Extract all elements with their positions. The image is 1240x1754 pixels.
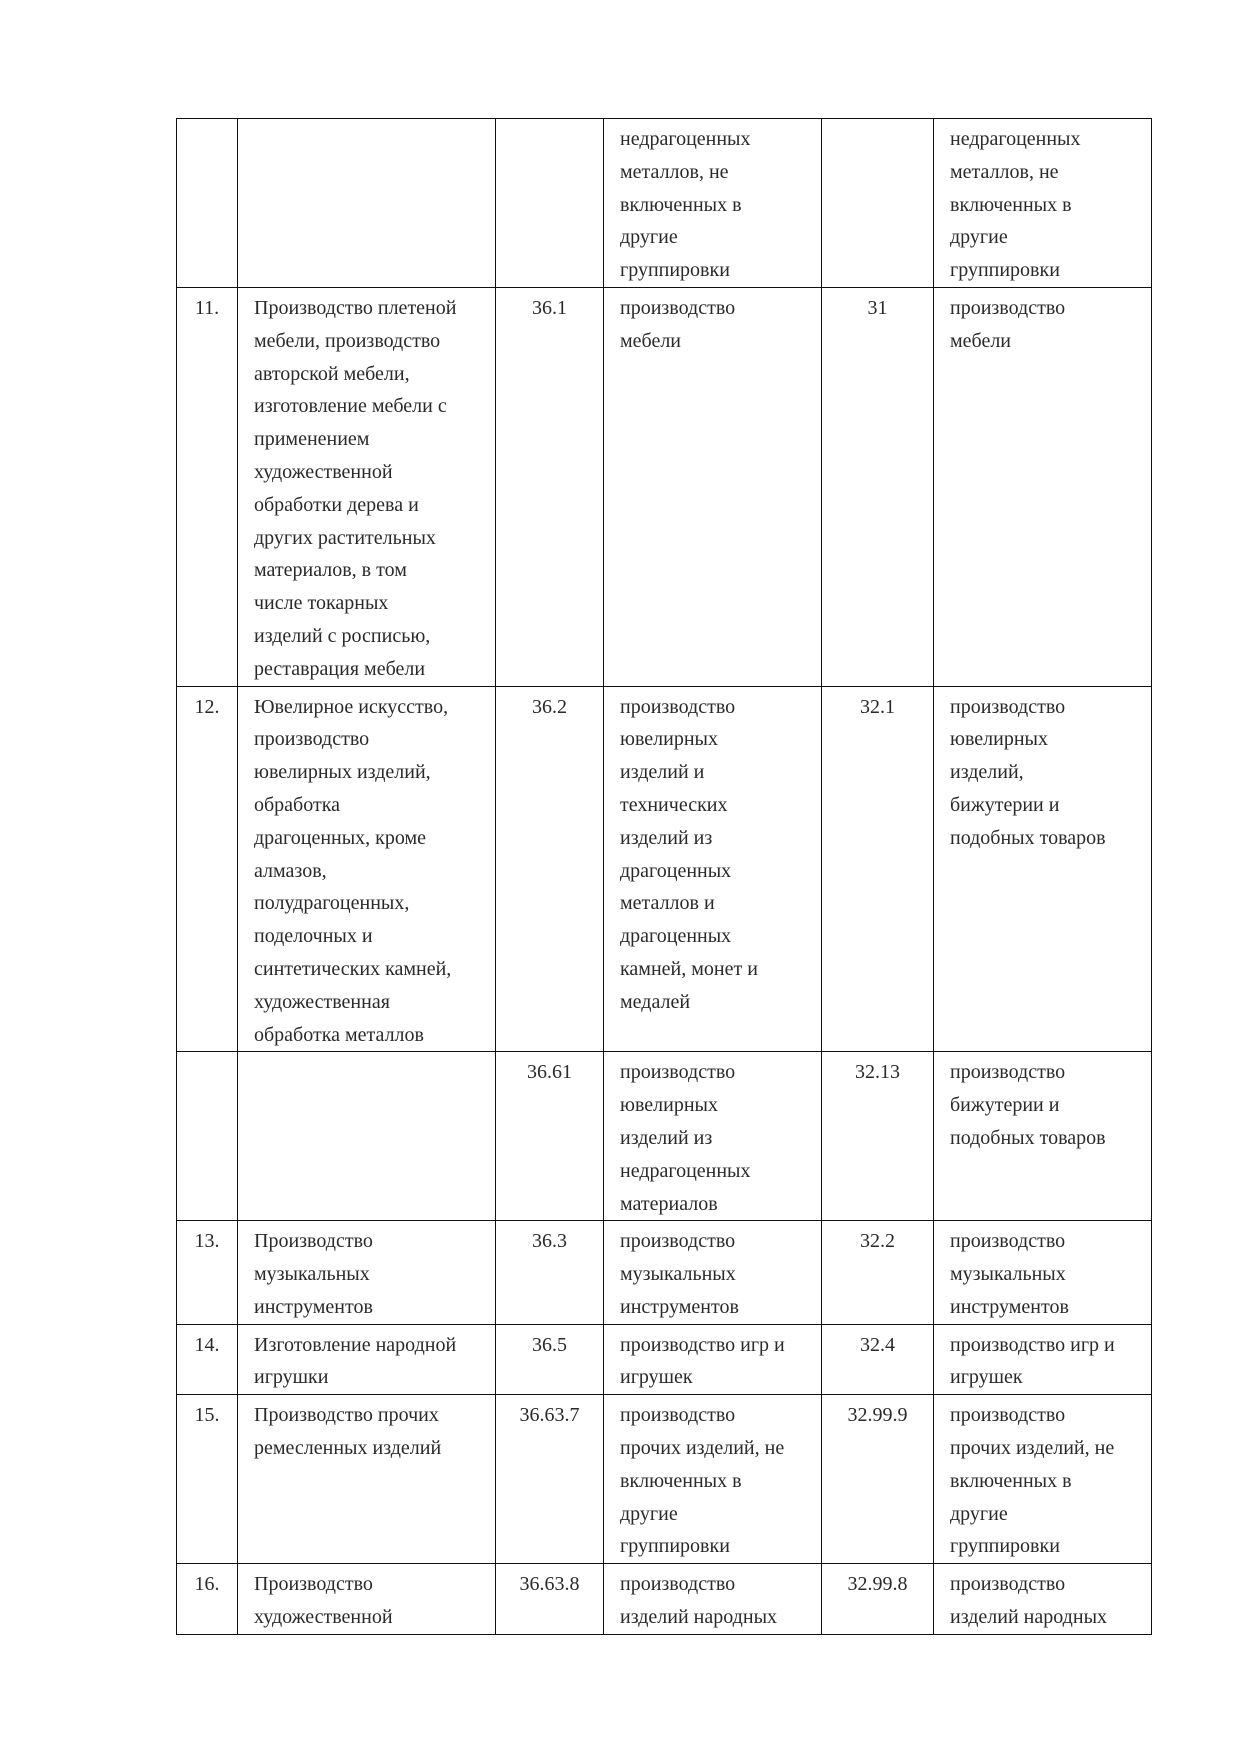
okved-old-description: производство музыкальных инструментов bbox=[603, 1220, 822, 1325]
okved-old-description: производство изделий народных bbox=[603, 1563, 822, 1635]
table-row: недрагоценных металлов, не включенных в … bbox=[176, 118, 1152, 288]
okved-new-description: производство изделий народных bbox=[933, 1563, 1152, 1635]
okved-old-code: 36.3 bbox=[495, 1220, 604, 1325]
okved-old-code: 36.1 bbox=[495, 286, 604, 687]
row-number: 13. bbox=[176, 1220, 238, 1325]
okved-old-description: производство мебели bbox=[603, 286, 822, 687]
okved-old-description: недрагоценных металлов, не включенных в … bbox=[603, 118, 822, 288]
okved-old-code bbox=[495, 118, 604, 288]
okved-old-code: 36.61 bbox=[495, 1051, 604, 1222]
okved-new-code bbox=[821, 118, 934, 288]
okved-new-description: производство прочих изделий, не включенн… bbox=[933, 1394, 1152, 1565]
activity-name: Производство музыкальных инструментов bbox=[237, 1220, 496, 1325]
okved-new-code: 32.2 bbox=[821, 1220, 934, 1325]
okved-old-code: 36.2 bbox=[495, 685, 604, 1053]
row-number: 14. bbox=[176, 1323, 238, 1396]
activity-name bbox=[237, 1051, 496, 1222]
row-number: 16. bbox=[176, 1563, 238, 1635]
table-row: 13. Производство музыкальных инструменто… bbox=[176, 1220, 1152, 1325]
row-number bbox=[176, 118, 238, 288]
okved-old-description: производство ювелирных изделий из недраг… bbox=[603, 1051, 822, 1222]
table-row: 15. Производство прочих ремесленных изде… bbox=[176, 1394, 1152, 1565]
activity-name: Изготовление народной игрушки bbox=[237, 1323, 496, 1396]
table-row: 12. Ювелирное искусство, производство юв… bbox=[176, 685, 1152, 1053]
okved-old-description: производство ювелирных изделий и техниче… bbox=[603, 685, 822, 1053]
okved-new-code: 32.1 bbox=[821, 685, 934, 1053]
table-row: 16. Производство художественной 36.63.8 … bbox=[176, 1563, 1152, 1635]
okved-old-code: 36.5 bbox=[495, 1323, 604, 1396]
okved-new-code: 32.99.8 bbox=[821, 1563, 934, 1635]
okved-new-description: производство бижутерии и подобных товаро… bbox=[933, 1051, 1152, 1222]
table-row: 14. Изготовление народной игрушки 36.5 п… bbox=[176, 1323, 1152, 1396]
activity-name: Производство прочих ремесленных изделий bbox=[237, 1394, 496, 1565]
okved-new-code: 32.99.9 bbox=[821, 1394, 934, 1565]
okved-new-description: производство игр и игрушек bbox=[933, 1323, 1152, 1396]
okved-new-code: 32.4 bbox=[821, 1323, 934, 1396]
row-number bbox=[176, 1051, 238, 1222]
okved-old-description: производство прочих изделий, не включенн… bbox=[603, 1394, 822, 1565]
activity-name: Производство плетеной мебели, производст… bbox=[237, 286, 496, 687]
row-number: 15. bbox=[176, 1394, 238, 1565]
okved-new-description: недрагоценных металлов, не включенных в … bbox=[933, 118, 1152, 288]
table-row: 11. Производство плетеной мебели, произв… bbox=[176, 286, 1152, 687]
table-row: 36.61 производство ювелирных изделий из … bbox=[176, 1051, 1152, 1222]
okved-old-code: 36.63.7 bbox=[495, 1394, 604, 1565]
activity-name: Ювелирное искусство, производство ювелир… bbox=[237, 685, 496, 1053]
activity-name: Производство художественной bbox=[237, 1563, 496, 1635]
okved-new-code: 32.13 bbox=[821, 1051, 934, 1222]
classification-table: недрагоценных металлов, не включенных в … bbox=[176, 118, 1152, 1635]
okved-new-description: производство музыкальных инструментов bbox=[933, 1220, 1152, 1325]
okved-new-code: 31 bbox=[821, 286, 934, 687]
row-number: 11. bbox=[176, 286, 238, 687]
okved-new-description: производство ювелирных изделий, бижутери… bbox=[933, 685, 1152, 1053]
okved-old-code: 36.63.8 bbox=[495, 1563, 604, 1635]
okved-new-description: производство мебели bbox=[933, 286, 1152, 687]
row-number: 12. bbox=[176, 685, 238, 1053]
okved-old-description: производство игр и игрушек bbox=[603, 1323, 822, 1396]
activity-name bbox=[237, 118, 496, 288]
